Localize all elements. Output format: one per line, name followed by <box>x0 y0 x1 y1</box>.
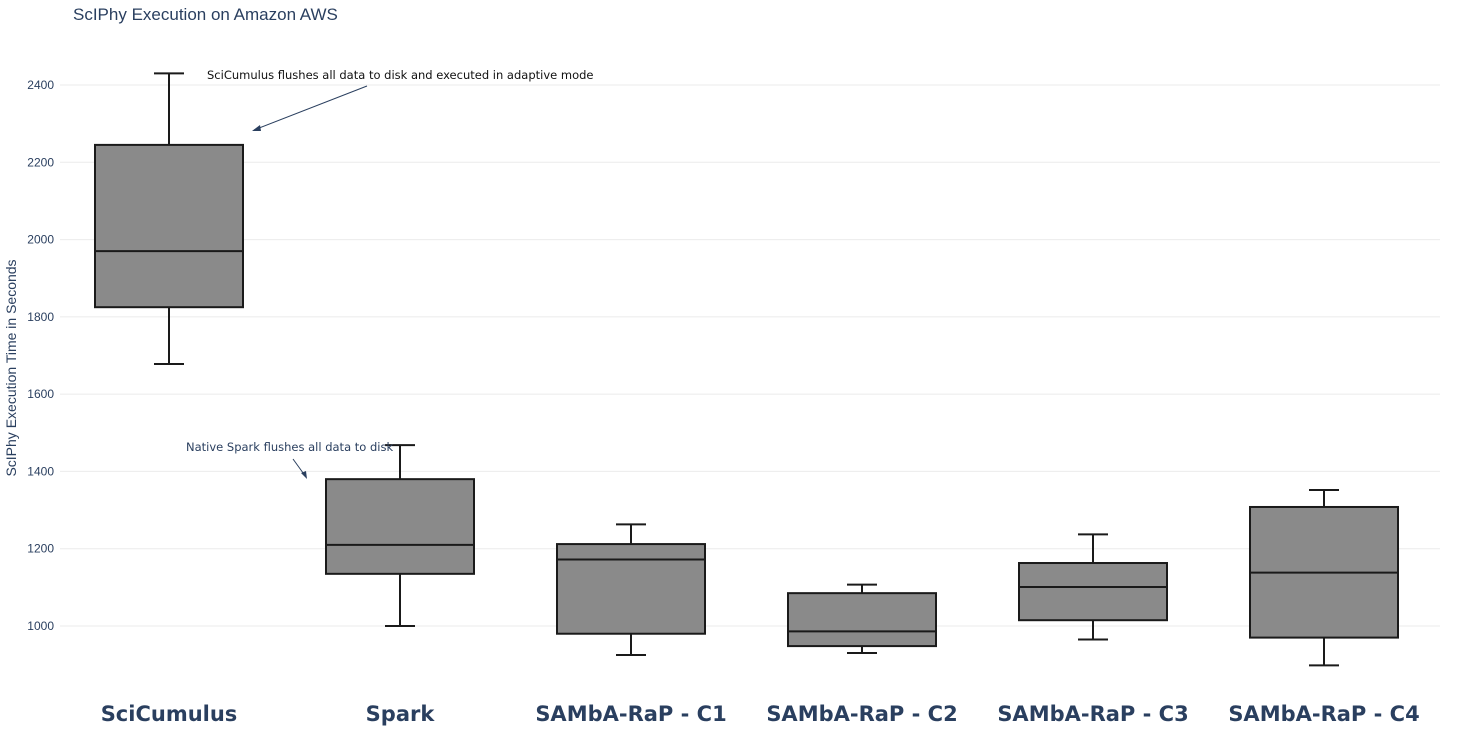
box-2 <box>325 444 475 627</box>
x-tick-label: SAMbA-RaP - C3 <box>997 702 1188 726</box>
iqr-box <box>94 143 244 309</box>
iqr-box <box>787 592 937 648</box>
box-4 <box>787 583 937 655</box>
y-tick-label: 1200 <box>27 542 54 556</box>
x-tick-label: SciCumulus <box>101 702 238 726</box>
iqr-box <box>1018 562 1168 622</box>
iqr-box <box>556 543 706 635</box>
gridlines <box>60 84 1440 627</box>
x-tick-label: SAMbA-RaP - C4 <box>1228 702 1419 726</box>
y-tick-label: 1400 <box>27 464 54 478</box>
annotation-arrowhead-spark <box>301 471 307 479</box>
chart-title: ScIPhy Execution on Amazon AWS <box>73 5 338 24</box>
annotation-arrowhead-scicumulus <box>252 125 261 131</box>
x-tick-label: SAMbA-RaP - C1 <box>535 702 726 726</box>
annotation-arrow-scicumulus <box>253 85 368 131</box>
box-3 <box>556 523 706 656</box>
boxes <box>94 72 1399 667</box>
x-tick-label: Spark <box>366 702 436 726</box>
x-tick-label: SAMbA-RaP - C2 <box>766 702 957 726</box>
y-tick-label: 1000 <box>27 619 54 633</box>
y-axis-label: ScIPhy Execution Time in Seconds <box>3 259 19 476</box>
box-1 <box>94 72 244 366</box>
y-axis-ticks: 1000 1200 1400 1600 1800 2000 2200 2400 <box>27 78 54 633</box>
y-tick-label: 2000 <box>27 233 54 247</box>
box-6 <box>1249 488 1399 667</box>
y-tick-label: 1600 <box>27 387 54 401</box>
annotation-scicumulus: SciCumulus flushes all data to disk and … <box>207 68 593 82</box>
box-5 <box>1018 533 1168 641</box>
y-tick-label: 1800 <box>27 310 54 324</box>
y-tick-label: 2200 <box>27 155 54 169</box>
iqr-box <box>325 478 475 575</box>
annotation-spark: Native Spark flushes all data to disk <box>186 440 393 454</box>
y-tick-label: 2400 <box>27 78 54 92</box>
x-axis-ticks: SciCumulus Spark SAMbA-RaP - C1 SAMbA-RaP -… <box>101 702 1420 726</box>
